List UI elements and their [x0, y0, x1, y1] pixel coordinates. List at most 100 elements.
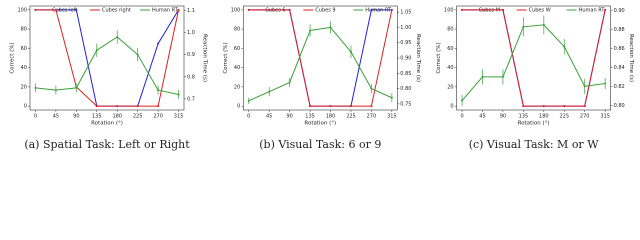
series-line: [35, 36, 179, 95]
y-axis-label: Correct (%): [10, 42, 16, 73]
point: [481, 8, 484, 11]
y-tick-label: 60: [234, 46, 240, 52]
x-tick-label: 180: [539, 114, 549, 120]
point: [583, 85, 586, 88]
point: [604, 82, 607, 85]
point: [136, 105, 139, 108]
legend-label: Cubes 6: [265, 8, 285, 14]
plot-frame: [29, 5, 185, 111]
y2-tick-label: 1.05: [400, 10, 411, 16]
point: [268, 8, 271, 11]
series-line: [35, 9, 179, 107]
y-tick-label: 80: [21, 27, 27, 33]
point: [309, 29, 312, 32]
y2-tick-label: 0.90: [400, 56, 411, 62]
figure: 0 45 90 135 180 225 270 315 0 20 40 60 80 100 0.7 0.8 0.…: [10, 5, 634, 151]
x-tick-label: 225: [346, 114, 356, 120]
point: [75, 8, 78, 11]
y2-tick-label: 0.90: [614, 8, 625, 14]
y-tick-label: 40: [234, 65, 240, 71]
x-tick-label: 315: [600, 114, 610, 120]
x-tick-label: 315: [174, 114, 184, 120]
legend-label: Human RT: [579, 8, 606, 14]
series-line: [462, 9, 606, 107]
point: [370, 87, 373, 90]
point: [370, 105, 373, 108]
point: [522, 25, 525, 28]
point: [390, 96, 393, 99]
point: [136, 53, 139, 56]
x-tick-label: 225: [559, 114, 569, 120]
y2-tick-label: 1.00: [400, 25, 411, 31]
series-line: [461, 24, 606, 101]
x-tick-label: 90: [73, 114, 79, 120]
x-tick-label: 225: [133, 114, 143, 120]
y2-tick-label: 0.7: [187, 96, 195, 102]
point: [349, 50, 352, 53]
point: [177, 8, 180, 11]
y2-tick-label: 0.84: [614, 65, 625, 71]
y-tick-label: 100: [444, 7, 454, 13]
legend-label: Human RT: [152, 8, 179, 14]
y2-tick-label: 1.1: [187, 8, 195, 14]
x-tick-label: 0: [34, 114, 37, 120]
y-tick-label: 40: [21, 65, 27, 71]
legend-label: Cubes W: [529, 8, 551, 14]
point: [288, 81, 291, 84]
point: [95, 49, 98, 52]
point: [75, 86, 78, 89]
y-tick-label: 0: [450, 104, 453, 110]
x-axis-label: Rotation (°): [91, 121, 123, 127]
x-tick-label: 270: [580, 114, 590, 120]
point: [563, 105, 566, 108]
x-tick-label: 315: [387, 114, 397, 120]
y-tick-label: 60: [21, 46, 27, 52]
point: [157, 42, 160, 45]
x-axis-label: Rotation (°): [304, 121, 336, 127]
caption: (b) Visual Task: 6 or 9: [259, 138, 381, 151]
point: [54, 89, 57, 92]
x-tick-label: 135: [305, 114, 315, 120]
series-line: [35, 9, 180, 107]
point: [481, 75, 484, 78]
x-tick-label: 135: [92, 114, 102, 120]
point: [247, 99, 250, 102]
point: [542, 23, 545, 26]
panel: 0 45 90 135 180 225 270 315 0 20 40 60 80 100 0.7 0.8 0.…: [10, 5, 208, 151]
panel: 0 45 90 135 180 225 270 315 0 20 40 60 80 100 0.80 0.82…: [436, 5, 634, 151]
point: [370, 8, 373, 11]
caption: (c) Visual Task: M or W: [469, 138, 600, 151]
point: [349, 105, 352, 108]
point: [604, 8, 607, 11]
x-tick-label: 90: [286, 114, 292, 120]
y-tick-label: 0: [237, 104, 240, 110]
point: [390, 8, 393, 11]
point: [157, 105, 160, 108]
caption: (a) Spatial Task: Left or Right: [24, 138, 190, 151]
y2-tick-label: 0.86: [614, 46, 625, 52]
point: [309, 105, 312, 108]
legend-label: Cubes right: [102, 8, 131, 14]
y2-axis-label: Reaction Time (s): [202, 34, 208, 82]
point: [501, 75, 504, 78]
x-tick-label: 180: [326, 114, 336, 120]
point: [522, 105, 525, 108]
y2-tick-label: 0.80: [614, 103, 625, 109]
point: [583, 105, 586, 108]
y2-axis-label: Reaction Time (s): [628, 34, 634, 82]
series-line: [462, 9, 606, 107]
point: [177, 93, 180, 96]
x-tick-label: 180: [112, 114, 122, 120]
point: [501, 8, 504, 11]
point: [95, 105, 98, 108]
y-tick-label: 80: [447, 27, 453, 33]
x-tick-label: 135: [519, 114, 529, 120]
point: [268, 90, 271, 93]
point: [116, 35, 119, 38]
series-line: [248, 26, 393, 102]
point: [34, 86, 37, 89]
y-tick-label: 100: [17, 7, 27, 13]
x-tick-label: 45: [479, 114, 485, 120]
x-axis-label: Rotation (°): [518, 121, 550, 127]
y2-axis-label: Reaction Time (s): [415, 34, 421, 82]
